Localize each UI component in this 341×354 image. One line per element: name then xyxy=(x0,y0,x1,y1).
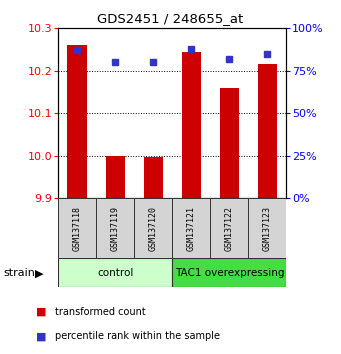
Text: transformed count: transformed count xyxy=(55,307,145,316)
Bar xyxy=(220,88,239,198)
Bar xyxy=(182,52,201,198)
Text: control: control xyxy=(97,268,133,278)
Text: TAC1 overexpressing: TAC1 overexpressing xyxy=(175,268,284,278)
Text: GSM137123: GSM137123 xyxy=(263,206,272,251)
Text: GDS2451 / 248655_at: GDS2451 / 248655_at xyxy=(98,12,243,25)
Bar xyxy=(68,45,87,198)
Bar xyxy=(144,157,163,198)
Bar xyxy=(134,198,172,258)
Bar xyxy=(248,198,286,258)
Bar xyxy=(172,198,210,258)
Text: ■: ■ xyxy=(36,331,46,341)
Text: GSM137118: GSM137118 xyxy=(73,206,81,251)
Bar xyxy=(58,258,172,287)
Bar xyxy=(258,64,277,198)
Bar xyxy=(58,198,96,258)
Text: GSM137121: GSM137121 xyxy=(187,206,196,251)
Text: percentile rank within the sample: percentile rank within the sample xyxy=(55,331,220,341)
Text: GSM137122: GSM137122 xyxy=(225,206,234,251)
Text: GSM137119: GSM137119 xyxy=(110,206,120,251)
Bar xyxy=(106,156,124,198)
Bar xyxy=(210,198,248,258)
Text: ▶: ▶ xyxy=(35,268,43,278)
Bar xyxy=(172,258,286,287)
Text: GSM137120: GSM137120 xyxy=(149,206,158,251)
Text: strain: strain xyxy=(3,268,35,278)
Text: ■: ■ xyxy=(36,307,46,316)
Bar xyxy=(96,198,134,258)
